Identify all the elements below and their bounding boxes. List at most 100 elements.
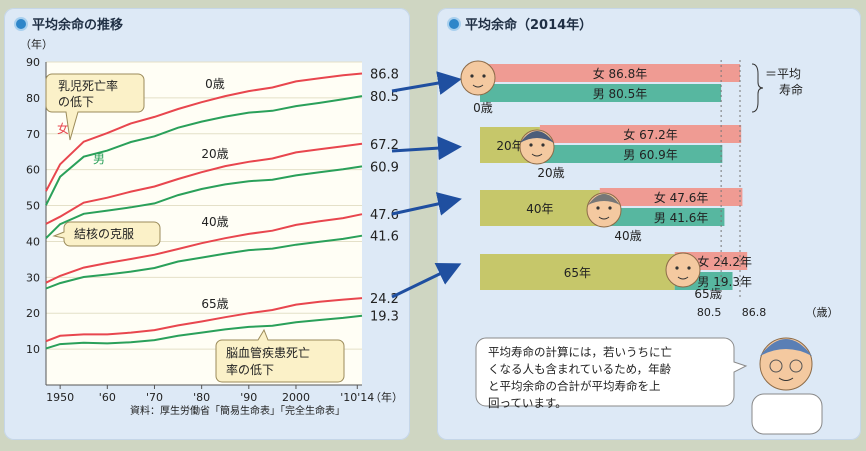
female-label: 女 <box>57 121 69 136</box>
age-segment-label: 65年 <box>564 266 591 280</box>
series-line-female-4 <box>45 213 363 284</box>
end-value-label: 86.8 <box>370 67 399 82</box>
male-bar <box>599 208 725 226</box>
connector-arrow <box>391 192 462 216</box>
explanation-bubble <box>475 337 748 407</box>
bar-row-0: 女 86.8年男 80.5年 0歳 <box>460 60 740 115</box>
teacher-character-icon <box>751 337 823 435</box>
y-tick-label: 80 <box>26 92 40 105</box>
female-bar-label: 女 47.6年 <box>654 190 709 205</box>
female-bar <box>539 125 742 143</box>
life-expectancy-line-chart: 10 20 30 40 50 60 70 80 90 （年） 1950 '60 '70 '80 '90 200… <box>20 37 403 417</box>
bar-row-1: 20年 女 67.2年男 60.9年 20歳 <box>480 125 742 180</box>
explanation-line: 回っています。 <box>488 396 567 410</box>
annotation-text: 乳児死亡率 <box>58 78 118 93</box>
bracket-label: ＝平均 <box>765 67 801 81</box>
annotation-text: の低下 <box>58 95 94 109</box>
age-label: 40歳 <box>201 215 228 229</box>
x-tick-label: 80.5 <box>697 306 722 319</box>
source-note: 資料：厚生労働省「簡易生命表」「完全生命表」 <box>130 404 345 417</box>
series-line-female-6 <box>45 297 363 343</box>
explanation-line: と平均余命の合計が平均寿命を上 <box>488 379 661 393</box>
female-bar <box>599 188 743 206</box>
age-label: 0歳 <box>473 101 493 115</box>
female-bar-label: 女 67.2年 <box>623 127 678 142</box>
mouth <box>677 276 689 280</box>
annotation-text: 結核の克服 <box>74 227 134 241</box>
x-tick-label: '70 <box>146 391 163 404</box>
x-tick-label: '60 <box>99 391 116 404</box>
bracket <box>751 63 764 113</box>
bullet-icon <box>16 18 26 29</box>
annotation-tuberculosis: 結核の克服 <box>52 221 161 247</box>
male-bar-label: 男 80.5年 <box>593 87 648 101</box>
connector-arrows <box>391 71 462 299</box>
end-value-label: 19.3 <box>370 310 399 325</box>
male-bar <box>480 84 722 102</box>
male-bar-label: 男 60.9年 <box>623 148 678 162</box>
male-label: 男 <box>93 152 105 166</box>
explanation-callout: 平均寿命の計算には，若いうちに亡くなる人も含まれているため，年齢と平均余命の合計… <box>475 337 823 435</box>
face-shape <box>665 252 701 288</box>
age-label: 40歳 <box>614 229 641 243</box>
person-face-icon <box>460 60 496 96</box>
male-bar-label: 男 19.3年 <box>697 275 752 289</box>
glasses <box>769 359 783 373</box>
bar-row-2: 40年 女 47.6年男 41.6年 40歳 <box>480 188 743 243</box>
y-tick-label: 10 <box>26 343 40 356</box>
female-bar <box>480 64 740 82</box>
series-line-male-3 <box>45 165 363 239</box>
face-shape <box>759 337 813 391</box>
connector-arrow <box>391 263 462 299</box>
y-tick-label: 40 <box>26 235 40 248</box>
bubble-shape <box>215 328 345 383</box>
bullet-icon <box>449 18 459 29</box>
face-shape <box>460 60 496 96</box>
age-segment-label: 20年 <box>496 139 523 153</box>
mouth <box>778 377 794 381</box>
right-panel-title: 平均余命（2014年） <box>449 14 592 33</box>
female-bar-label: 女 24.2年 <box>697 254 752 269</box>
left-title-text: 平均余命の推移 <box>32 18 124 33</box>
x-tick-label: '80 <box>193 391 210 404</box>
age-label: 20歳 <box>201 147 228 161</box>
x-tick-label: '90 <box>240 391 257 404</box>
eye <box>687 266 691 270</box>
x-tick-label: 1950 <box>46 391 74 404</box>
y-tick-label: 30 <box>26 271 40 284</box>
body <box>751 393 823 435</box>
age-segment <box>480 190 600 226</box>
age-label: 20歳 <box>537 166 564 180</box>
x-unit-label: （歳） <box>806 306 839 319</box>
hair <box>520 131 554 143</box>
y-tick-label: 50 <box>26 200 40 213</box>
age-label: 0歳 <box>205 77 225 91</box>
mouth <box>472 84 484 88</box>
right-title-text: 平均余命（2014年） <box>465 18 593 33</box>
person-face-icon <box>586 192 622 228</box>
end-value-label: 41.6 <box>370 230 399 245</box>
end-value-label: 47.6 <box>370 208 399 223</box>
x-tick-label: '10'14 <box>340 391 374 404</box>
age-label: 65歳 <box>201 297 228 311</box>
annotation-text: 脳血管疾患死亡 <box>226 345 310 360</box>
bracket-label: 寿命 <box>779 82 803 97</box>
age-segment <box>480 254 675 290</box>
eye <box>529 143 533 147</box>
end-value-label: 60.9 <box>370 160 399 175</box>
female-bar-label: 女 86.8年 <box>593 66 648 81</box>
age-segment-label: 40年 <box>526 202 553 216</box>
bubble-shape <box>45 73 145 141</box>
series-line-male-5 <box>45 234 363 290</box>
mouth <box>598 216 610 220</box>
left-panel-title: 平均余命の推移 <box>16 14 123 33</box>
eye <box>608 206 612 210</box>
series-line-male-7 <box>45 314 363 350</box>
connector-arrow <box>391 71 462 95</box>
y-tick-label: 60 <box>26 164 40 177</box>
